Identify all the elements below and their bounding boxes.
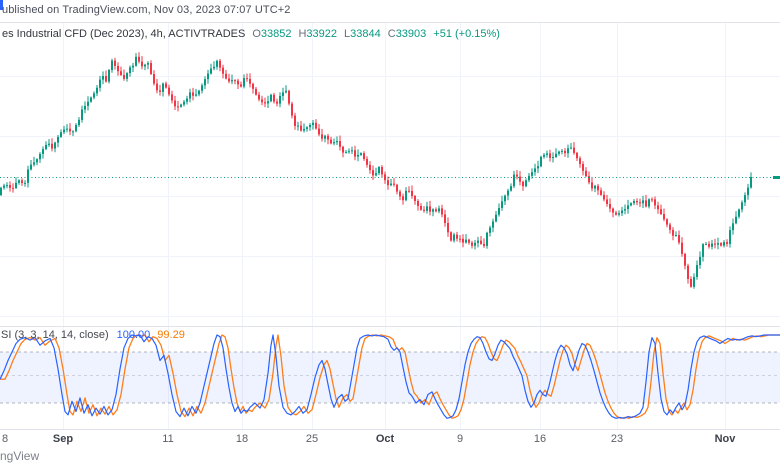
tradingview-logo-fragment xyxy=(0,0,3,10)
time-axis-label-23: 23 xyxy=(610,433,624,445)
time-axis-label-11: 11 xyxy=(162,433,174,445)
ohlc-open-value: 33852 xyxy=(260,28,292,40)
symbol-legend[interactable]: es Industrial CFD (Dec 2023), 4h, ACTIVT… xyxy=(2,28,500,40)
time-axis-label-sep: Sep xyxy=(52,433,74,445)
ohlc-high-value: 33922 xyxy=(306,28,338,40)
stoch-rsi-label: SI (3, 3, 14, 14, close) xyxy=(1,329,109,341)
time-axis-label-9: 9 xyxy=(456,433,464,445)
ohlc-close-value: 33903 xyxy=(395,28,427,40)
ohlc-close-label: C xyxy=(387,28,396,40)
time-axis-label-oct: Oct xyxy=(375,433,395,445)
ohlc-open-label: O xyxy=(252,28,261,40)
published-info: ublished on TradingView.com, Nov 03, 202… xyxy=(2,4,291,16)
change-badge: +51 (+0.15%) xyxy=(433,28,500,40)
ohlc-low-label: L xyxy=(344,28,351,40)
ohlc-low-value: 33844 xyxy=(350,28,381,40)
symbol-title: es Industrial CFD (Dec 2023), 4h, ACTIVT… xyxy=(2,28,246,40)
time-axis-label-8: 8 xyxy=(2,433,9,445)
stoch-rsi-legend[interactable]: SI (3, 3, 14, 14, close) 100.00 99.29 xyxy=(1,329,185,341)
ohlc-high-label: H xyxy=(298,28,307,40)
time-axis-label-25: 25 xyxy=(305,433,319,445)
time-axis-label-18: 18 xyxy=(235,433,249,445)
tradingview-watermark: ngView xyxy=(0,449,40,463)
stoch-d-value: 99.29 xyxy=(157,329,185,341)
time-axis-label-16: 16 xyxy=(533,433,547,445)
stoch-k-value: 100.00 xyxy=(116,329,151,341)
time-axis-label-nov: Nov xyxy=(714,433,736,445)
